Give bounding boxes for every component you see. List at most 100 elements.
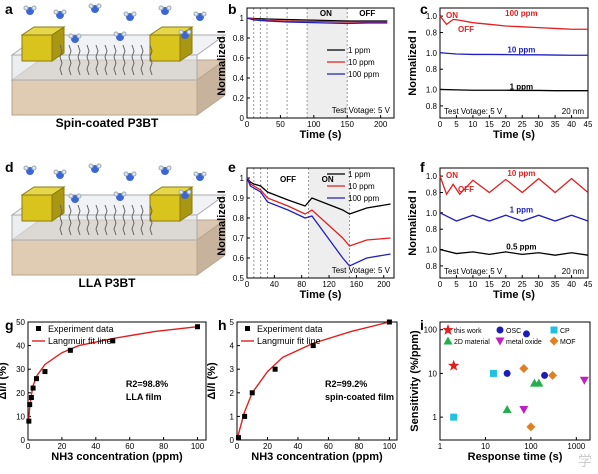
series-label: 1 ppm [510, 82, 534, 91]
y-tick-label: 10 [428, 369, 437, 378]
data-point [249, 390, 255, 396]
nh3-molecule [96, 3, 102, 9]
plot-frame [27, 321, 207, 441]
data-point [67, 347, 73, 353]
nh3-molecule [96, 163, 102, 169]
x-tick-label: 25 [518, 120, 527, 129]
x-tick-label: 100 [383, 442, 397, 451]
series-line [439, 248, 589, 256]
legend-label: MOF [560, 339, 576, 346]
y-tick-label: 3 [230, 365, 235, 374]
r-squared-label: R2=99.2% [325, 379, 367, 389]
series-line [246, 17, 388, 22]
nh3-molecule [88, 163, 94, 169]
data-point [272, 366, 278, 372]
x-tick-label: 5 [454, 120, 459, 129]
x-tick-label: 60 [324, 442, 333, 451]
y-tick-label: 0.4 [233, 74, 245, 83]
x-tick-label: 15 [485, 280, 494, 289]
test-voltage-label: Test Votage: 5 V [332, 106, 391, 115]
panel-letter-d: d [5, 159, 14, 175]
x-tick-label: 10 [468, 120, 477, 129]
x-tick-label: 100 [191, 442, 205, 451]
substrate-front [11, 239, 198, 276]
electrode [149, 194, 181, 222]
series-line [246, 177, 391, 215]
schematic-caption: LLA P3BT [79, 276, 137, 290]
nh3-molecule [61, 169, 67, 175]
polymer-chain [149, 44, 153, 76]
test-voltage-label: Test Votage: 5 V [332, 266, 391, 275]
data-point [110, 338, 116, 344]
legend-label: 1 ppm [348, 46, 371, 55]
data-point [443, 336, 453, 345]
y-tick-label: 0.8 [426, 102, 438, 111]
x-tick-label: 150 [341, 120, 355, 129]
y-tick-label: 1.0 [426, 245, 438, 254]
x-tick-label: 80 [354, 442, 363, 451]
data-point [310, 343, 316, 349]
electrode [21, 34, 53, 62]
y-tick-label: 1 [433, 413, 438, 422]
plot-frame [236, 321, 398, 441]
x-tick-label: 0 [245, 280, 250, 289]
plot-frame [246, 7, 395, 119]
data-point [503, 369, 511, 377]
data-point [28, 395, 34, 401]
electrode [21, 194, 53, 222]
legend-label: Langmuir fit line [257, 336, 321, 346]
x-tick-label: 25 [518, 280, 527, 289]
y-axis-label: Normalized I [407, 30, 419, 95]
series-line [439, 175, 589, 196]
x-axis-label: Time (s) [300, 129, 342, 141]
y-tick-label: 0.8 [426, 225, 438, 234]
test-voltage-label: Test Votage: 5 V [444, 267, 503, 276]
x-tick-label: 40 [293, 442, 302, 451]
plot-g: 0 20 40 60 80 100 0 10 20 30 40 50 NH3 concentration… [0, 318, 207, 463]
y-tick-label: 0.5 [233, 274, 245, 283]
polymer-chain [113, 204, 117, 236]
x-tick-label: 200 [377, 280, 391, 289]
y-tick-label: 1.0 [426, 85, 438, 94]
nh3-molecule [158, 5, 164, 11]
x-tick-label: 35 [551, 120, 560, 129]
data-point [548, 370, 558, 380]
plot-b: 0 50 100 150 200 0 0.2 0.4 0.6 0.8 1 Time (s) Normal… [216, 7, 395, 141]
nh3-molecule [88, 3, 94, 9]
x-tick-label: 20 [501, 120, 510, 129]
y-axis-label: Sensitivity (%/ppm) [409, 330, 421, 432]
r-squared-label: R2=98.8% [126, 379, 168, 389]
y-tick-label: 0 [230, 436, 235, 445]
y-tick-label: 0.6 [233, 254, 245, 263]
nh3-molecule [121, 191, 127, 197]
x-tick-label: 50 [276, 120, 285, 129]
y-tick-label: 1.0 [426, 49, 438, 58]
y-tick-label: 0.2 [233, 94, 245, 103]
polymer-chain [77, 44, 81, 76]
nh3-molecule [76, 193, 82, 199]
x-tick-label: 120 [322, 280, 336, 289]
series-label: 10 ppm [507, 169, 535, 178]
x-tick-label: 45 [584, 280, 593, 289]
polymer-chain [104, 44, 108, 76]
x-axis-label: NH3 concentration (ppm) [51, 451, 183, 463]
series-line [246, 17, 388, 23]
data-point [447, 359, 460, 371]
x-tick-label: 0 [438, 120, 443, 129]
x-tick-label: 100 [524, 442, 538, 451]
x-tick-label: 80 [159, 442, 168, 451]
x-tick-label: 30 [534, 280, 543, 289]
y-tick-label: 100 [424, 326, 438, 335]
data-point [27, 402, 33, 408]
x-tick-label: 10 [468, 280, 477, 289]
series-line [246, 17, 388, 25]
legend-label: 100 ppm [348, 70, 379, 79]
polymer-chain [122, 204, 126, 236]
nh3-molecule [68, 33, 74, 39]
on-region [307, 8, 348, 118]
x-tick-label: 40 [567, 120, 576, 129]
annotation-off: OFF [280, 175, 296, 184]
panel-letter-h: h [218, 317, 227, 333]
substrate-side [196, 219, 226, 276]
y-axis-label: Normalized I [407, 190, 419, 255]
